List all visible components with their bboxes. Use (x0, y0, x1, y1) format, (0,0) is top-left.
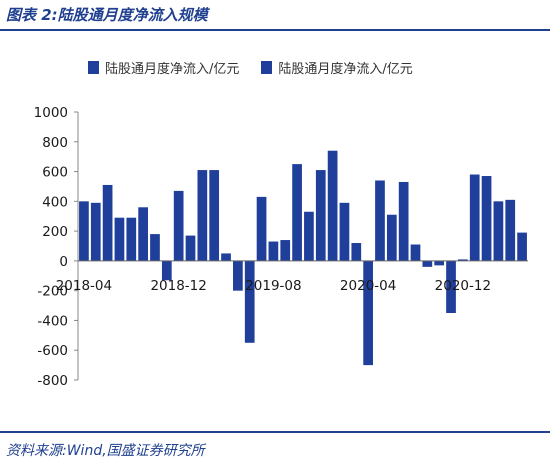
y-tick-label: -600 (37, 343, 68, 359)
bar (446, 260, 456, 313)
bar (410, 244, 421, 261)
bar (90, 202, 101, 261)
bar (339, 202, 350, 261)
bar (126, 217, 137, 261)
y-tick-label: 0 (59, 254, 68, 270)
bar (469, 174, 480, 261)
bar (256, 196, 267, 261)
bar (79, 201, 89, 261)
y-tick-label: 1000 (34, 105, 68, 121)
bar (233, 260, 243, 291)
legend-label: 陆股通月度净流入/亿元 (105, 62, 240, 77)
bar (185, 235, 196, 261)
bar (315, 170, 326, 261)
source-note: 资料来源:Wind,国盛证券研究所 (6, 443, 205, 459)
bar (351, 243, 362, 261)
bar (398, 181, 409, 261)
bar (292, 164, 302, 261)
title-rule (0, 29, 550, 31)
bar (114, 217, 125, 261)
y-tick-label: 800 (42, 135, 68, 151)
bar (386, 214, 397, 261)
bar (221, 253, 231, 261)
bar (244, 260, 255, 343)
y-tick-label: 200 (42, 224, 68, 240)
bar (197, 170, 208, 261)
bar (327, 150, 338, 261)
bar (173, 190, 184, 261)
legend-item: 陆股通月度净流入/亿元 (261, 58, 413, 77)
x-tick-label: 2020-12 (435, 278, 491, 294)
x-tick-label: 2018-04 (56, 278, 112, 294)
bar (280, 240, 291, 261)
bar (517, 232, 527, 261)
bar (161, 260, 172, 281)
bar (209, 170, 220, 261)
figure-title: 图表 2:陆股通月度净流入规模 (6, 6, 208, 24)
legend-label: 陆股通月度净流入/亿元 (278, 62, 413, 77)
y-tick-label: -400 (37, 313, 68, 329)
legend-swatch (88, 61, 99, 74)
bar (422, 260, 433, 267)
bar (138, 207, 148, 261)
x-tick-label: 2020-04 (340, 278, 396, 294)
source-rule (0, 431, 550, 433)
legend: 陆股通月度净流入/亿元 陆股通月度净流入/亿元 (88, 58, 413, 77)
bar (434, 260, 445, 266)
x-tick-label: 2019-08 (245, 278, 301, 294)
bar (268, 241, 279, 261)
bar (493, 201, 504, 261)
y-tick-label: 400 (42, 194, 68, 210)
y-tick-label: -800 (37, 373, 68, 389)
bar (150, 234, 160, 261)
y-tick-label: -200 (37, 284, 68, 300)
legend-item: 陆股通月度净流入/亿元 (88, 58, 239, 77)
y-tick-label: 600 (42, 165, 68, 181)
bar (363, 260, 373, 366)
bar (102, 184, 113, 261)
bar (304, 211, 314, 261)
bar (458, 259, 468, 261)
bar (481, 176, 492, 261)
legend-swatch (261, 61, 273, 74)
bar (375, 180, 385, 261)
x-tick-label: 2018-12 (150, 278, 206, 294)
bar (505, 199, 516, 261)
